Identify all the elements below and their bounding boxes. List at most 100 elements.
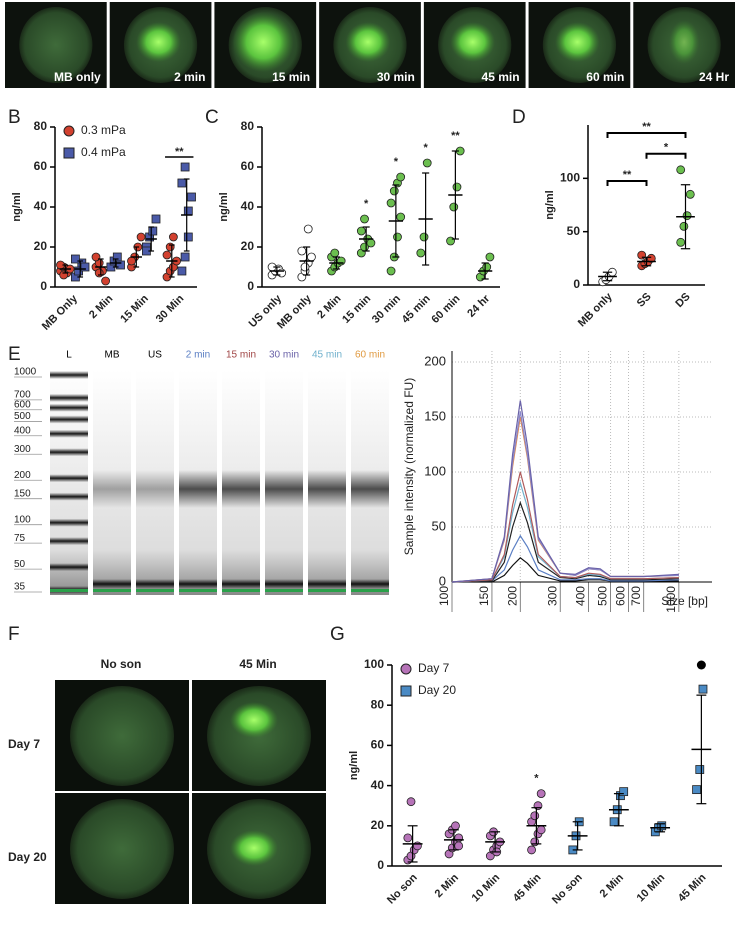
x-tick-label: 45 Min [511,871,544,904]
data-point [449,202,459,212]
y-tick-label: 80 [241,119,255,133]
significance-bracket [645,152,687,159]
data-point [396,172,406,182]
data-point [303,224,313,234]
x-tick-label: No son [550,871,585,906]
data-point [307,252,316,262]
data-point [446,236,455,246]
panel-label: C [205,107,219,128]
image-label: 30 min [377,70,415,84]
data-point [177,178,187,188]
panel-label: G [330,624,345,645]
x-tick-label: No son [385,871,420,906]
x-tick-label: SS [635,291,654,310]
sample-band [93,470,131,508]
ladder-label: 300 [14,444,31,455]
x-tick-label: DS [673,291,692,310]
ladder-band [50,537,88,546]
data-point [162,250,172,260]
x-tick-label: 45 min [400,293,433,326]
sample-band [265,470,303,508]
x-tick-label: 15 min [340,293,373,326]
lane-label: 45 min [312,350,342,361]
y-tick-label: 20 [371,818,385,832]
sample-band [136,470,174,508]
data-point [536,789,546,799]
marker-band [136,579,174,589]
line [451,534,679,583]
line [451,400,679,583]
lane-label: 2 min [186,350,210,361]
y-tick-label: 150 [424,408,446,423]
brain [19,7,93,83]
y-tick-label: 60 [34,159,48,173]
data-point [116,260,125,270]
data-point [657,821,667,831]
data-point [406,797,416,807]
x-tick-label: 24 hr [465,292,493,320]
y-tick-label: 100 [560,171,580,185]
lane-label: 60 min [355,350,385,361]
data-point [127,256,136,266]
panel-label: E [8,344,21,365]
marker-line [93,589,131,592]
marker-band [265,579,303,589]
y-tick-label: 40 [241,199,255,213]
image-label: 2 min [174,70,205,84]
y-axis-label: ng/ml [348,751,360,780]
y-tick-label: 50 [432,518,446,533]
data-point [101,276,110,286]
x-tick-label: 10 Min [470,871,503,904]
data-point [619,787,629,797]
y-tick-label: 0 [377,858,384,872]
data-point [679,221,689,231]
significance: * [664,142,669,154]
data-point [151,214,161,224]
sample-band [222,470,260,508]
row-label: Day 20 [8,850,47,864]
data-point [452,182,462,192]
image-label: 45 min [482,70,520,84]
lane [50,370,88,595]
data-point [366,238,376,248]
x-tick-label: 15 Min [118,292,151,325]
data-point [530,837,540,847]
ladder-band [50,492,88,501]
sample-band [351,470,389,508]
fluorescence [345,22,391,62]
ladder-label: 700 [14,390,31,401]
x-tick-label: 150 [477,586,491,606]
legend-label: Day 20 [418,683,456,697]
data-point [180,252,190,262]
column-label: 45 Min [239,657,276,671]
y-tick-label: 60 [241,159,255,173]
data-point [536,825,546,835]
y-tick-label: 200 [424,353,446,368]
legend-label: Day 7 [418,661,450,675]
data-point [386,198,396,208]
data-point [80,262,90,272]
ladder-band [50,403,88,412]
y-axis-label: ng/ml [11,192,23,221]
legend-label: 0.3 mPa [81,123,126,137]
ladder-band [50,429,88,438]
image-label: 24 Hr [699,70,729,84]
data-point [389,186,399,196]
data-point [187,192,196,202]
line [451,411,679,583]
y-tick-label: 0 [439,573,446,588]
y-tick-label: 60 [371,738,385,752]
data-point [59,270,69,280]
data-point [682,211,692,221]
y-tick-label: 40 [34,199,48,213]
data-point [695,765,705,774]
data-point [177,266,187,276]
ladder-band [50,474,88,483]
brain [70,686,174,786]
y-tick-label: 100 [364,657,384,671]
x-tick-label: 700 [629,586,643,606]
panel-label: B [8,107,21,128]
marker-line [136,589,174,592]
fluorescence [555,22,600,62]
data-point [637,250,647,260]
